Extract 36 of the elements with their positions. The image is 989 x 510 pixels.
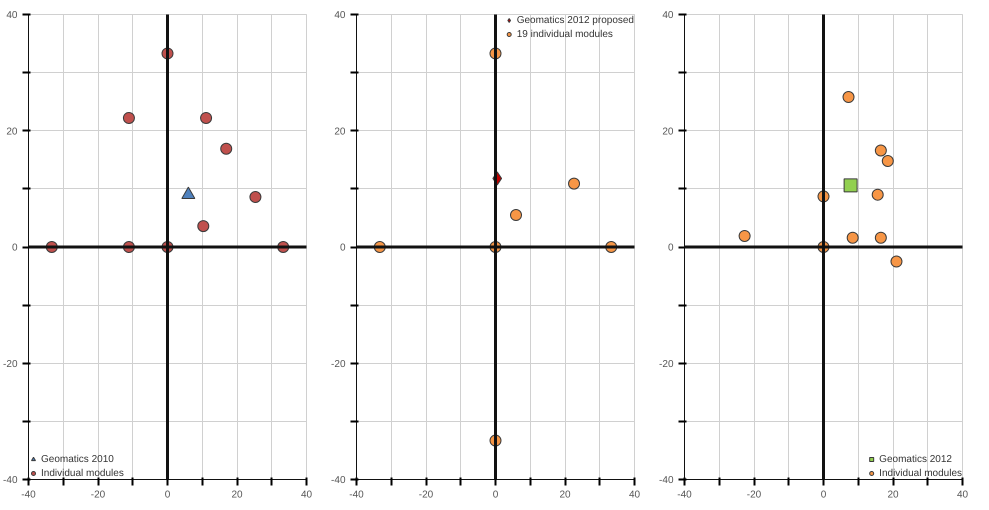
x-tick-label: 40 [300,490,312,500]
x-tick-label: -40 [349,490,364,500]
x-tick-label: -20 [418,490,434,500]
x-tick-label: -20 [90,490,106,500]
x-tick-label: 0 [492,490,499,500]
y-tick-label: 20 [662,126,674,138]
x-tick-label: 20 [231,490,243,500]
x-tick-label: -40 [677,490,692,500]
y-tick-label: 0 [12,242,18,254]
legend-label: Geomatics 2012 proposed [516,14,634,26]
y-tick-label: -40 [331,475,346,486]
x-tick-label: 20 [559,490,571,500]
x-tick-label: -40 [21,490,36,500]
y-tick-label: -20 [659,358,674,370]
x-tick-label: 40 [956,490,968,500]
y-tick-label: -20 [3,358,18,370]
legend-label: Geomatics 2010 [41,454,114,464]
y-tick-label: 40 [334,10,346,21]
x-tick-label: 20 [887,490,899,500]
legend-label: Individual modules [879,468,962,478]
legend-label: Individual modules [41,468,124,478]
y-tick-label: 20 [6,126,18,138]
y-tick-label: 40 [662,10,674,21]
y-tick-label: 0 [668,242,674,254]
legend-label: 19 individual modules [516,28,613,40]
x-tick-label: 0 [164,490,171,500]
y-tick-label: -20 [331,358,346,370]
x-tick-label: -20 [746,490,762,500]
x-tick-label: 0 [820,490,827,500]
legend-label: Geomatics 2012 [879,454,952,464]
y-tick-label: 0 [340,242,346,254]
y-tick-label: 20 [334,126,346,138]
x-tick-label: 40 [628,490,640,500]
y-tick-label: -40 [659,475,674,486]
y-tick-label: 40 [6,10,18,21]
y-tick-label: -40 [3,475,18,486]
